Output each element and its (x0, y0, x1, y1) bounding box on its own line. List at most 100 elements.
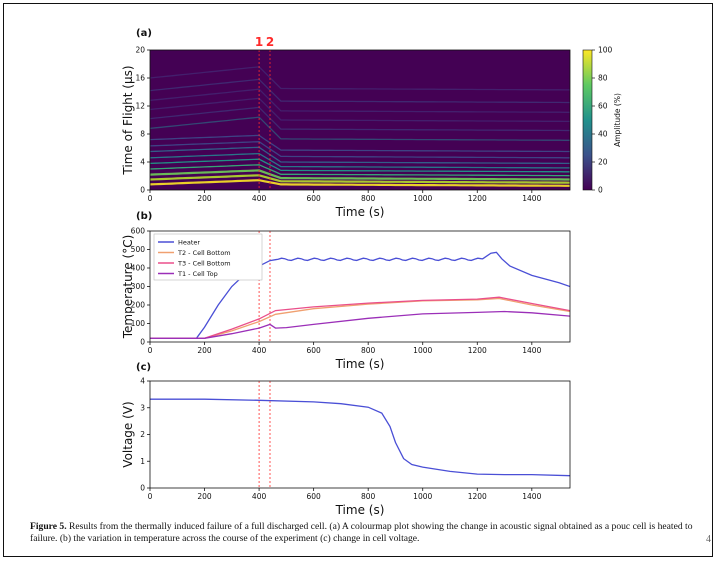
acoustic-band (150, 158, 570, 173)
caption-label: Figure 5. (30, 521, 67, 532)
y-tick-label: 300 (131, 282, 146, 291)
acoustic-band (150, 88, 570, 113)
acoustic-band (150, 146, 570, 165)
x-tick-label: 800 (361, 492, 376, 501)
series-line-t3 (150, 296, 570, 339)
legend: Heater T2 - Cell Bottom T3 - Cell Bottom T1… (153, 233, 263, 281)
event-marker-label: 2 (266, 35, 274, 49)
heatmap-image (150, 50, 570, 190)
plot-frame (149, 230, 571, 343)
y-axis-label: Voltage (V) (121, 401, 135, 467)
x-tick-label: 400 (252, 194, 267, 203)
y-tick-label: 4 (140, 377, 145, 386)
x-tick-label: 200 (197, 346, 212, 355)
y-tick-label: 200 (131, 301, 146, 310)
x-tick-label: 1400 (522, 492, 541, 501)
panel-1-axes: 0 200 400 600 800 1000 1200 1400 0 100 200 300 400 50… (121, 211, 542, 371)
panel-label: (c) (136, 362, 151, 373)
acoustic-band (150, 66, 570, 91)
colorbar-label: Amplitude (%) (613, 93, 622, 147)
series-line-t2 (150, 297, 570, 339)
x-tick-label: 200 (197, 194, 212, 203)
acoustic-band (150, 164, 570, 177)
panel-0-axes: 0 200 400 600 800 1000 1200 1400 0 4 8 12 16 20 Time (… (121, 28, 542, 219)
x-tick-label: 400 (252, 492, 267, 501)
legend-entry: Heater (178, 239, 200, 247)
y-tick-label: 12 (135, 102, 145, 111)
y-tick-label: 500 (131, 245, 146, 254)
colorbar-tick-label: 40 (598, 130, 608, 139)
x-tick-label: 800 (361, 346, 376, 355)
series-group (150, 398, 570, 477)
y-tick-label: 16 (135, 74, 145, 83)
page-number: 4 (706, 534, 711, 545)
x-tick-label: 0 (148, 194, 153, 203)
x-axis-label: Time (s) (335, 503, 385, 517)
y-tick-label: 400 (131, 264, 146, 273)
x-tick-label: 200 (197, 492, 212, 501)
plot-frame (149, 49, 571, 191)
panel-label: (a) (136, 28, 152, 39)
x-tick-label: 1000 (413, 346, 432, 355)
colorbar (582, 49, 593, 191)
panel-label: (b) (136, 211, 152, 222)
plot-background (150, 381, 570, 488)
colorbar-tick-label: 100 (598, 46, 613, 55)
x-tick-label: 1200 (468, 492, 487, 501)
y-tick-label: 3 (140, 403, 145, 412)
colorbar-tick-label: 80 (598, 74, 608, 83)
acoustic-band (150, 174, 570, 184)
x-tick-label: 800 (361, 194, 376, 203)
x-tick-label: 1200 (468, 346, 487, 355)
caption-text: Results from the thermally induced failu… (30, 521, 693, 544)
x-tick-label: 1200 (468, 194, 487, 203)
legend-entry: T2 - Cell Bottom (177, 249, 231, 257)
panel-2-axes: 0 200 400 600 800 1000 1200 1400 0 1 2 3 4 Time (s) Vo… (121, 362, 542, 517)
y-tick-label: 0 (140, 338, 145, 347)
acoustic-band (150, 179, 570, 187)
y-axis-label: Time of Flight (µs) (121, 65, 135, 175)
y-tick-label: 600 (131, 227, 146, 236)
series-line-t1 (150, 310, 570, 339)
x-axis-label: Time (s) (335, 357, 385, 371)
acoustic-band (150, 134, 570, 153)
x-tick-label: 1000 (413, 492, 432, 501)
y-tick-label: 1 (140, 457, 145, 466)
colorbar-tick-label: 60 (598, 102, 608, 111)
acoustic-band (150, 152, 570, 169)
y-axis-label: Temperature (°C) (121, 235, 135, 340)
y-tick-label: 0 (140, 186, 145, 195)
acoustic-band (150, 169, 570, 181)
figure-frame (3, 3, 713, 557)
series-line-voltage (150, 398, 570, 477)
series-group (150, 251, 570, 339)
plot-frame (149, 380, 571, 489)
series-line-heater (150, 251, 570, 339)
y-tick-label: 4 (140, 158, 145, 167)
x-tick-label: 1000 (413, 194, 432, 203)
x-tick-label: 600 (306, 346, 321, 355)
y-tick-label: 0 (140, 484, 145, 493)
acoustic-band (150, 78, 570, 104)
event-marker-label: 1 (255, 35, 263, 49)
x-tick-label: 600 (306, 492, 321, 501)
y-tick-label: 2 (140, 430, 145, 439)
acoustic-band (150, 106, 570, 132)
legend-entry: T1 - Cell Top (177, 270, 218, 278)
acoustic-band (150, 97, 570, 123)
legend-entry: T3 - Cell Bottom (177, 260, 231, 268)
figure-caption: Figure 5. Results from the thermally ind… (30, 521, 700, 544)
x-axis-label: Time (s) (335, 205, 385, 219)
y-tick-label: 8 (140, 130, 145, 139)
x-tick-label: 600 (306, 194, 321, 203)
x-tick-label: 1400 (522, 194, 541, 203)
acoustic-band (150, 116, 570, 141)
x-tick-label: 0 (148, 492, 153, 501)
acoustic-band (150, 141, 570, 159)
x-tick-label: 1400 (522, 346, 541, 355)
y-tick-label: 20 (135, 46, 145, 55)
x-tick-label: 0 (148, 346, 153, 355)
colorbar-tick-label: 20 (598, 158, 608, 167)
x-tick-label: 400 (252, 346, 267, 355)
